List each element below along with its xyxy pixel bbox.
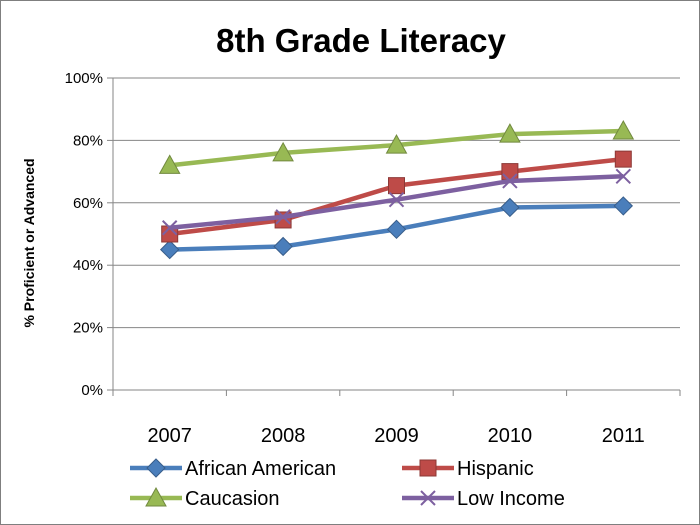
x-tick-label: 2009 [374,425,419,447]
series-low-income [161,168,632,236]
data-point [501,163,519,181]
x-tick-labels: 2007 2008 2009 2010 2011 [147,425,644,447]
y-tick-label: 40% [73,257,103,274]
series-african-american [159,196,634,260]
x-tick-label: 2008 [261,425,306,447]
data-point [499,123,521,143]
legend-item: Caucasion [130,486,280,510]
y-tick-labels: 0% 20% 40% 60% 80% 100% [65,70,103,399]
y-tick-label: 0% [81,382,103,399]
data-point [161,220,178,236]
data-point [158,154,181,174]
y-tick-label: 20% [73,320,103,337]
y-tick-label: 60% [73,195,103,212]
legend-label: Low Income [457,488,565,510]
data-point [159,239,180,260]
legend-label: African American [185,458,336,480]
data-point [500,197,520,218]
legend-label: Caucasion [185,488,280,510]
axes [107,77,681,396]
x-tick-label: 2007 [147,425,192,447]
series-hispanic [161,150,632,243]
series-group [158,120,635,260]
data-point [388,177,405,195]
data-point [502,173,518,189]
data-point [388,191,405,208]
y-axis-label: % Proficient or Advanced [21,158,37,327]
legend-item: African American [130,458,336,480]
x-tick-label: 2011 [602,425,645,447]
legend-marker [146,458,166,478]
data-point [273,236,293,257]
gridlines [113,77,680,329]
data-point [272,141,294,162]
y-tick-label: 80% [73,132,103,149]
data-point [612,120,635,140]
data-point [386,219,407,240]
data-point [615,168,632,184]
chart-title: 8th Grade Literacy [216,22,506,59]
legend-label: Hispanic [457,458,534,480]
series-caucasion [158,120,635,174]
y-tick-label: 100% [65,70,103,87]
legend-marker [419,459,437,477]
x-tick-label: 2010 [488,425,533,447]
data-point [614,150,632,168]
data-point [275,209,291,225]
legend-marker [145,486,167,507]
legend-item: Low Income [402,488,565,510]
data-point [385,134,408,154]
legend: African American Hispanic Caucasion Low Inc… [130,458,565,510]
data-point [613,196,634,216]
legend-item: Hispanic [402,458,534,480]
legend-marker [420,490,436,506]
